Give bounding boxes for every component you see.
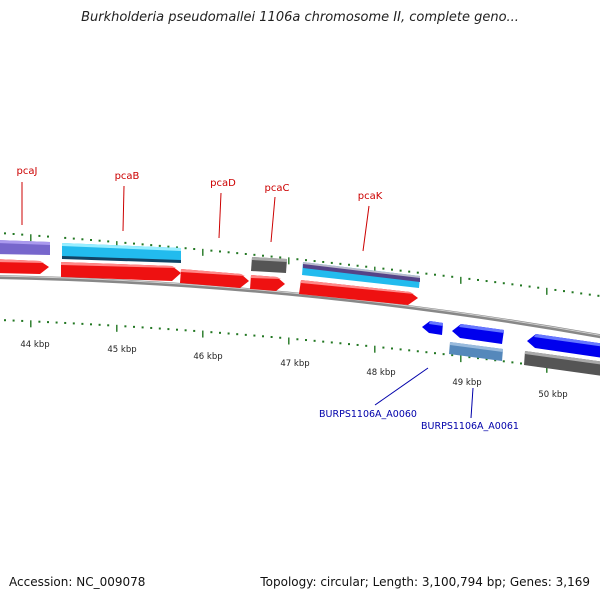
kbp-label-45: 45 kbp [107, 345, 136, 355]
footer-summary: Topology: circular; Length: 3,100,794 bp… [260, 575, 590, 589]
gene-label-pcaB[interactable]: pcaB [115, 171, 140, 182]
kbp-labels: 44 kbp 45 kbp 46 kbp 47 kbp 48 kbp 49 kb… [20, 340, 567, 400]
footer-length: Length: 3,100,794 bp [372, 575, 502, 589]
footer-genes: Genes: 3,169 [509, 575, 590, 589]
page-title: Burkholderia pseudomallei 1106a chromoso… [81, 10, 519, 25]
leader-A0061 [470, 387, 474, 419]
gene-gray-reverse[interactable] [524, 351, 600, 376]
kbp-label-46: 46 kbp [193, 352, 222, 362]
leader-pcaB [122, 185, 125, 232]
gene-red-arrow-4[interactable] [250, 275, 285, 291]
gene-BURPS1106A_A0060[interactable] [422, 321, 443, 335]
gene-red-arrow-2[interactable] [61, 262, 181, 281]
kbp-label-47: 47 kbp [280, 359, 309, 369]
kbp-label-49: 49 kbp [452, 378, 481, 388]
gene-blue-arrow-1[interactable] [452, 324, 504, 344]
gene-label-pcaK[interactable]: pcaK [358, 191, 383, 202]
gene-label-pcaD[interactable]: pcaD [210, 178, 236, 189]
gene-pcaB[interactable] [62, 243, 181, 263]
gene-label-BURPS1106A_A0060[interactable]: BURPS1106A_A0060 [319, 409, 417, 420]
leader-pcaK [362, 205, 370, 252]
gene-labels-bottom: BURPS1106A_A0060 BURPS1106A_A0061 [319, 409, 519, 432]
gene-labels-top: pcaJ pcaB pcaD pcaC pcaK [17, 166, 383, 202]
gene-features [0, 240, 600, 376]
kbp-label-48: 48 kbp [366, 368, 395, 378]
label-leaders [21, 182, 474, 419]
kbp-label-44: 44 kbp [20, 340, 49, 350]
gene-label-pcaJ[interactable]: pcaJ [17, 166, 38, 177]
footer-topology: Topology: circular [260, 575, 365, 589]
leader-pcaC [270, 196, 276, 243]
gene-red-arrow-3[interactable] [180, 269, 249, 288]
gene-red-arrow-5[interactable] [299, 280, 418, 305]
gene-red-arrow-1[interactable] [0, 259, 49, 274]
gene-pcaJ[interactable] [0, 240, 50, 255]
gene-blue-arrow-2[interactable] [527, 334, 600, 358]
gene-BURPS1106A_A0061[interactable] [449, 342, 503, 361]
chromosome-backbone [0, 275, 600, 339]
leader-A0060 [374, 367, 429, 406]
gene-pcaC-gray[interactable] [251, 257, 287, 273]
footer-accession: Accession: NC_009078 [9, 575, 146, 589]
gene-label-pcaC[interactable]: pcaC [265, 183, 290, 194]
gene-label-BURPS1106A_A0061[interactable]: BURPS1106A_A0061 [421, 421, 519, 432]
leader-pcaD [218, 192, 222, 239]
chromosome-backbone-highlight [0, 275, 600, 336]
kbp-label-50: 50 kbp [538, 390, 567, 400]
gene-pcaK[interactable] [302, 262, 420, 288]
